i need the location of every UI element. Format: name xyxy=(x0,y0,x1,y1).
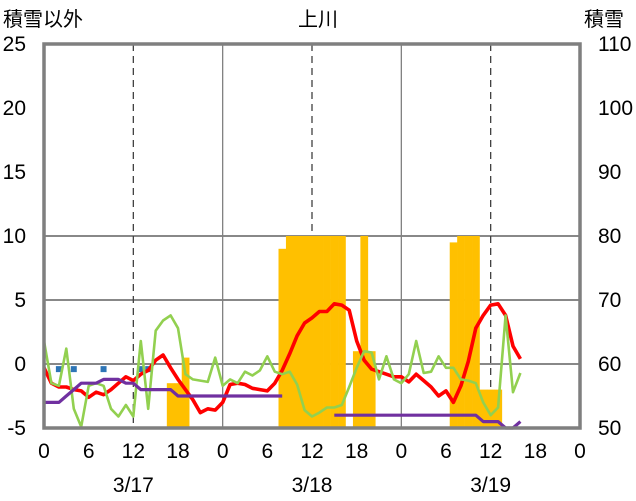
snow-depth-bar xyxy=(457,236,465,428)
x-tick-label: 18 xyxy=(166,440,189,463)
snow-depth-bar xyxy=(285,236,294,428)
left-tick-label: 10 xyxy=(3,225,26,248)
left-tick-label: 0 xyxy=(14,353,26,376)
series-line-1 xyxy=(42,302,522,415)
snow-depth-bar xyxy=(352,351,361,428)
snow-depth-bar xyxy=(323,236,331,428)
right-tick-label: 90 xyxy=(598,161,621,184)
x-tick-label: 0 xyxy=(395,440,407,463)
x-tick-label: 18 xyxy=(524,440,547,463)
x-tick-label: 0 xyxy=(38,440,50,463)
snow-depth-bar xyxy=(166,383,175,428)
date-label: 3/17 xyxy=(113,474,154,497)
snow-depth-bar xyxy=(278,248,287,428)
series-line-2 xyxy=(42,314,522,428)
left-tick-label: 15 xyxy=(3,161,26,184)
snow-depth-bar xyxy=(367,351,376,428)
x-tick-label: 6 xyxy=(261,440,273,463)
right-tick-label: 70 xyxy=(598,289,621,312)
right-tick-label: 50 xyxy=(598,417,621,440)
right-axis-title: 積雪 xyxy=(584,7,624,31)
snow-depth-bar xyxy=(308,236,317,428)
series-line-3 xyxy=(44,377,522,430)
x-tick-label: 18 xyxy=(345,440,368,463)
snow-depth-bar xyxy=(330,236,339,428)
right-tick-label: 110 xyxy=(598,33,631,56)
x-tick-label: 0 xyxy=(217,440,229,463)
right-tick-label: 80 xyxy=(598,225,621,248)
x-tick-label: 12 xyxy=(122,440,145,463)
chart-title: 上川 xyxy=(298,7,338,31)
left-tick-label: -5 xyxy=(7,417,26,440)
left-tick-label: 5 xyxy=(14,289,26,312)
x-tick-label: 0 xyxy=(574,440,586,463)
snow-depth-bar xyxy=(338,236,346,428)
snow-depth-bar xyxy=(300,236,309,428)
snow-depth-bar xyxy=(174,383,183,428)
left-axis-title: 積雪以外 xyxy=(3,7,83,31)
date-label: 3/19 xyxy=(470,474,511,497)
left-tick-label: 25 xyxy=(3,33,26,56)
blue-marker xyxy=(100,366,107,373)
x-tick-label: 12 xyxy=(300,440,323,463)
x-tick-label: 6 xyxy=(83,440,95,463)
date-label: 3/18 xyxy=(292,474,333,497)
snow-depth-bar xyxy=(315,236,324,428)
snow-depth-bar xyxy=(449,242,458,428)
x-tick-label: 6 xyxy=(440,440,452,463)
left-tick-label: 20 xyxy=(3,97,26,120)
snow-depth-bar xyxy=(464,236,473,428)
right-tick-label: 60 xyxy=(598,353,621,376)
snow-depth-bar xyxy=(360,236,369,428)
plot-frame xyxy=(42,42,582,430)
x-tick-label: 12 xyxy=(479,440,502,463)
blue-marker xyxy=(70,366,77,373)
blue-marker xyxy=(55,366,62,373)
blue-marker xyxy=(137,366,144,373)
right-tick-label: 100 xyxy=(598,97,633,120)
snow-depth-bar xyxy=(486,389,495,428)
snow-depth-bar xyxy=(479,389,488,428)
